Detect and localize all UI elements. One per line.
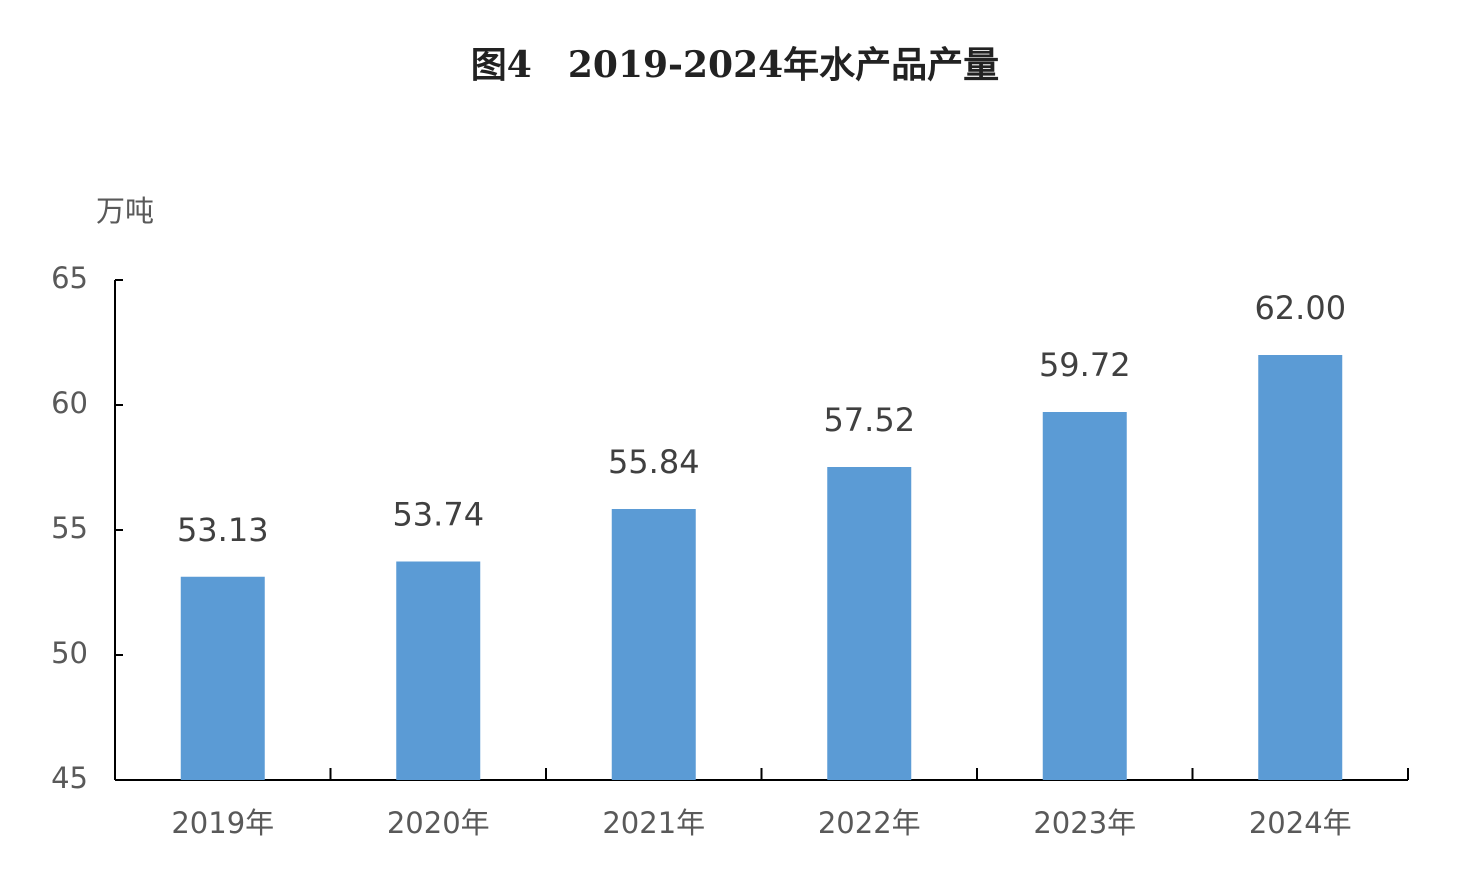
x-tick-label: 2021年 [602, 806, 705, 840]
value-label: 55.84 [608, 443, 700, 481]
x-tick-label: 2020年 [387, 806, 490, 840]
y-tick-label: 55 [51, 511, 88, 545]
bar [611, 509, 696, 780]
x-tick-label: 2022年 [818, 806, 921, 840]
y-tick-label: 60 [51, 386, 88, 420]
x-tick-label: 2023年 [1033, 806, 1136, 840]
y-axis-unit: 万吨 [96, 194, 154, 228]
x-tick-label: 2024年 [1249, 806, 1352, 840]
bar [396, 561, 481, 780]
y-tick-label: 45 [51, 761, 88, 795]
value-label: 62.00 [1254, 289, 1346, 327]
bar [827, 467, 912, 780]
y-tick-label: 50 [51, 636, 88, 670]
value-label: 59.72 [1039, 346, 1131, 384]
bar [1042, 412, 1127, 780]
value-label: 57.52 [823, 401, 915, 439]
value-label: 53.13 [177, 511, 269, 549]
y-tick-label: 65 [51, 261, 88, 295]
chart-title: 图4 2019-2024年水产品产量 [471, 44, 999, 86]
bar [180, 576, 265, 780]
value-label: 53.74 [392, 496, 484, 534]
x-tick-label: 2019年 [171, 806, 274, 840]
bar [1258, 355, 1343, 780]
